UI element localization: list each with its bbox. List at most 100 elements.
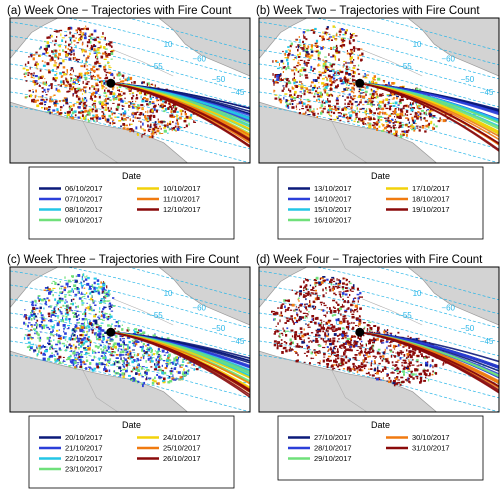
fire-count-point: [276, 342, 280, 345]
fire-count-point: [91, 48, 93, 51]
fire-count-point: [316, 45, 319, 48]
fire-count-point: [87, 111, 91, 115]
fire-count-point: [407, 363, 410, 365]
fire-count-point: [374, 373, 376, 374]
fire-count-point: [55, 87, 58, 91]
fire-count-point: [44, 107, 46, 110]
fire-count-point: [98, 338, 102, 340]
fire-count-point: [84, 293, 86, 295]
fire-count-point: [95, 68, 99, 71]
fire-count-point: [360, 369, 364, 372]
fire-count-point: [379, 93, 383, 97]
fire-count-point: [317, 58, 321, 60]
fire-count-point: [97, 358, 101, 360]
fire-count-point: [77, 80, 79, 82]
fire-count-point: [75, 275, 78, 278]
fire-count-point: [51, 352, 53, 354]
fire-count-point: [62, 71, 65, 74]
fire-count-point: [293, 93, 296, 96]
fire-count-point: [372, 77, 375, 80]
legend-entry: 21/10/2017: [65, 444, 103, 453]
fire-count-point: [71, 108, 73, 111]
fire-count-point: [321, 321, 323, 324]
fire-count-point: [335, 51, 339, 54]
fire-count-point: [78, 355, 82, 359]
fire-count-point: [345, 325, 349, 329]
fire-count-point: [379, 115, 383, 118]
fire-count-point: [313, 84, 316, 87]
fire-count-point: [318, 284, 322, 286]
fire-count-point: [105, 94, 108, 98]
fire-count-point: [323, 89, 327, 92]
fire-count-point: [133, 329, 135, 331]
fire-count-point: [427, 375, 431, 377]
fire-count-point: [342, 287, 344, 291]
fire-count-point: [364, 348, 367, 351]
fire-count-point: [54, 315, 56, 318]
fire-count-point: [159, 378, 162, 380]
fire-count-point: [424, 369, 427, 372]
fire-count-point: [142, 122, 144, 126]
fire-count-point: [351, 119, 353, 122]
fire-count-point: [330, 39, 333, 41]
fire-count-point: [337, 84, 339, 88]
fire-count-point: [369, 327, 373, 329]
fire-count-point: [397, 344, 400, 347]
fire-count-point: [68, 365, 71, 367]
fire-count-point: [56, 108, 59, 111]
fire-count-point: [192, 113, 195, 115]
fire-count-point: [314, 292, 318, 295]
fire-count-point: [93, 116, 95, 119]
fire-count-point: [412, 347, 415, 351]
fire-count-point: [301, 105, 304, 107]
fire-count-point: [301, 334, 305, 338]
fire-count-point: [90, 340, 92, 343]
fire-count-point: [416, 354, 420, 358]
fire-count-point: [349, 62, 352, 64]
fire-count-point: [301, 83, 303, 85]
fire-count-point: [392, 340, 395, 342]
fire-count-point: [411, 123, 413, 125]
fire-count-point: [99, 344, 102, 347]
fire-count-point: [366, 74, 370, 76]
fire-count-point: [351, 110, 353, 112]
fire-count-point: [347, 307, 350, 310]
fire-count-point: [317, 98, 320, 101]
fire-count-point: [298, 318, 301, 322]
fire-count-point: [360, 60, 363, 62]
fire-count-point: [121, 117, 124, 121]
fire-count-point: [97, 327, 99, 330]
fire-count-point: [332, 364, 336, 366]
fire-count-point: [27, 72, 30, 74]
fire-count-point: [409, 364, 411, 367]
fire-count-point: [121, 80, 125, 83]
fire-count-point: [141, 366, 145, 368]
fire-count-point: [315, 281, 318, 284]
fire-count-point: [332, 341, 334, 344]
fire-count-point: [102, 346, 104, 348]
fire-count-point: [337, 112, 341, 114]
fire-count-point: [303, 92, 306, 96]
fire-count-point: [358, 365, 360, 368]
fire-count-point: [61, 287, 63, 290]
fire-count-point: [411, 102, 414, 105]
fire-count-point: [150, 86, 152, 88]
fire-count-point: [329, 106, 331, 110]
contour-label: −55: [149, 62, 163, 71]
fire-count-point: [100, 281, 102, 284]
fire-count-point: [34, 308, 37, 311]
fire-count-point: [43, 346, 46, 348]
fire-count-point: [398, 121, 402, 125]
fire-count-point: [153, 368, 157, 371]
fire-count-point: [107, 290, 110, 293]
fire-count-point: [97, 289, 100, 292]
fire-count-point: [92, 351, 94, 354]
fire-count-point: [145, 378, 147, 381]
fire-count-point: [403, 366, 406, 369]
fire-count-point: [66, 69, 68, 72]
fire-count-point: [193, 121, 196, 123]
fire-count-point: [69, 38, 72, 42]
contour-line: [259, 49, 499, 108]
fire-count-point: [35, 61, 38, 63]
fire-count-point: [96, 116, 99, 118]
